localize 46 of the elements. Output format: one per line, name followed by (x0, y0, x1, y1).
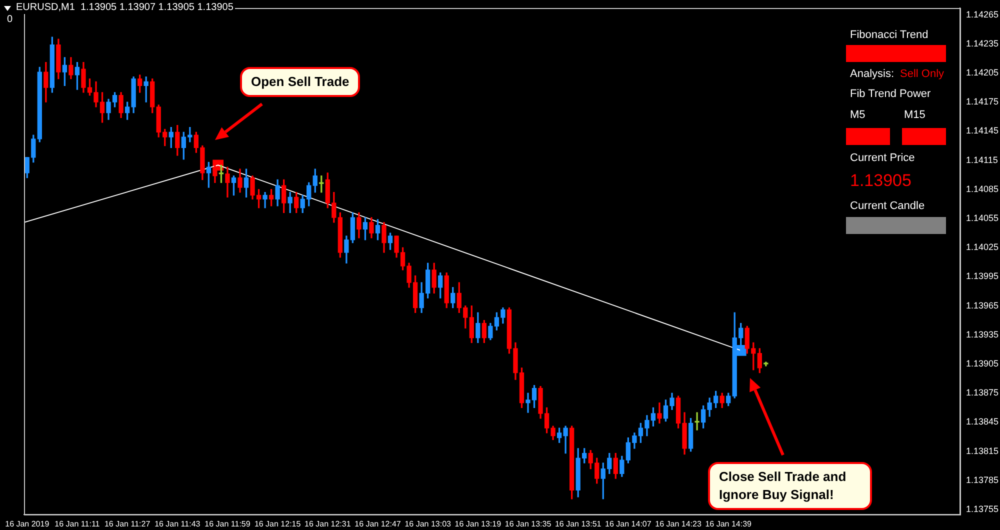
x-tick-label: 16 Jan 13:35 (504, 519, 552, 528)
x-tick-label: 16 Jan 11:59 (204, 519, 251, 528)
x-tick-label: 16 Jan 2019 (5, 519, 50, 528)
y-tick-label: 1.13875 (966, 388, 999, 398)
x-tick-label: 16 Jan 11:27 (104, 519, 151, 528)
x-tick-label: 16 Jan 11:43 (154, 519, 201, 528)
annotation: Open Sell Trade (240, 67, 360, 97)
y-tick-label: 1.14265 (966, 9, 999, 20)
x-tick-label: 16 Jan 13:51 (554, 519, 602, 528)
y-tick-label: 1.14025 (966, 242, 999, 252)
x-tick-label: 16 Jan 13:19 (454, 519, 502, 528)
y-tick-label: 1.14055 (966, 213, 999, 223)
y-tick-label: 1.14205 (966, 67, 999, 78)
y-tick-label: 1.13905 (966, 358, 999, 369)
y-tick-label: 1.13995 (966, 271, 999, 282)
y-tick-label: 1.14115 (966, 154, 998, 165)
y-tick-label: 1.13845 (966, 416, 999, 427)
y-tick-label: 1.13965 (966, 300, 999, 310)
annotation: Close Sell Trade and Ignore Buy Signal! (708, 462, 872, 510)
x-tick-label: 16 Jan 14:39 (705, 519, 752, 528)
x-tick-label: 16 Jan 12:15 (254, 519, 302, 528)
x-tick-label: 16 Jan 14:07 (605, 519, 652, 528)
annotation: Fibonacci Trend (850, 29, 928, 41)
annotation: Analysis: (850, 68, 894, 80)
x-tick-label: 16 Jan 11:11 (54, 519, 100, 528)
y-tick-label: 1.14175 (966, 96, 999, 107)
annotation: Current Price (850, 152, 915, 164)
x-tick-label: 16 Jan 12:31 (304, 519, 352, 528)
annotation: 1.13905 (850, 171, 912, 191)
annotation: Current Candle (850, 200, 925, 212)
x-tick-label: 16 Jan 13:03 (404, 519, 452, 528)
y-tick-label: 1.13755 (966, 504, 999, 514)
y-tick-label: 1.14085 (966, 184, 999, 194)
x-tick-label: 16 Jan 12:47 (354, 519, 402, 528)
y-tick-label: 1.13935 (966, 329, 999, 340)
text: 0 (5, 14, 15, 26)
y-tick-label: 1.14235 (966, 38, 999, 48)
annotation: EURUSD,M1 1.13905 1.13907 1.13905 1.13905 (14, 2, 236, 14)
y-tick-label: 1.13785 (966, 474, 999, 485)
annotation: M15 (904, 109, 926, 121)
annotation: Sell Only (900, 68, 944, 80)
y-tick-label: 1.13815 (966, 446, 999, 456)
annotation: Fib Trend Power (850, 88, 931, 100)
x-tick-label: 16 Jan 14:23 (655, 519, 702, 528)
y-tick-label: 1.14145 (966, 126, 999, 136)
annotation: M5 (850, 109, 866, 121)
